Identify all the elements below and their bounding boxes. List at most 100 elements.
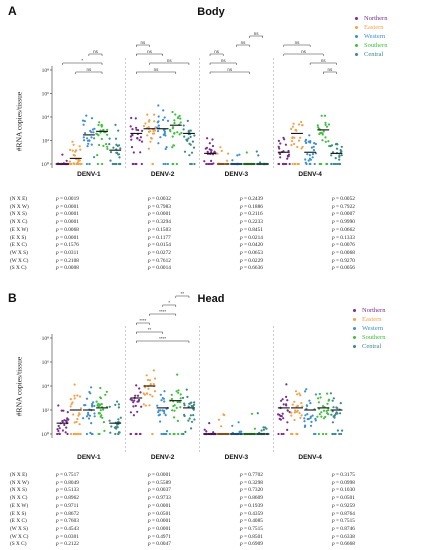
data-point — [175, 406, 178, 409]
data-point — [90, 143, 93, 146]
pvalue-row: (E X C) p = 0.7603 p = 0.0001 p = 0.4085 p =… — [10, 518, 422, 526]
data-point — [155, 126, 159, 129]
data-point — [162, 397, 165, 400]
data-point — [116, 144, 119, 147]
data-point — [164, 147, 167, 151]
data-point — [279, 414, 282, 418]
data-point — [118, 162, 122, 166]
data-point — [132, 401, 135, 404]
data-point — [89, 431, 92, 434]
data-point — [58, 432, 61, 436]
data-point — [193, 418, 196, 421]
data-point — [176, 400, 179, 404]
data-point — [68, 160, 71, 163]
data-point — [206, 137, 209, 140]
data-point — [114, 137, 118, 140]
comparison-label: (W X C) — [10, 533, 29, 540]
legend-marker-icon — [355, 53, 358, 56]
data-point — [159, 420, 162, 423]
significance-label: ns — [295, 40, 301, 45]
data-point — [79, 148, 82, 151]
data-point — [163, 390, 166, 393]
y-tick-label: 10⁰ — [41, 161, 50, 168]
data-point — [305, 388, 308, 391]
legend-item: Northern — [355, 14, 387, 23]
data-point — [331, 399, 334, 402]
pvalue-cell: p = 0.0056 — [332, 265, 355, 272]
pvalue-cell: p = 0.0001 — [148, 502, 171, 509]
significance-bracket — [175, 295, 190, 298]
group-label: DENV-3 — [225, 454, 249, 461]
pvalue-cell: p = 0.0311 — [56, 249, 79, 256]
data-point — [135, 126, 138, 129]
data-point — [86, 145, 89, 148]
significance-bracket — [149, 313, 177, 316]
data-point — [192, 146, 196, 149]
data-point — [219, 146, 222, 149]
data-point — [291, 432, 294, 436]
pvalue-cell: p = 0.7320 — [240, 487, 263, 494]
data-point — [163, 130, 166, 133]
data-point — [157, 124, 160, 127]
data-point — [108, 419, 111, 422]
data-point — [156, 404, 159, 407]
pvalue-row: (N X S) p = 0.5133 p = 0.0037 p = 0.7320 p =… — [10, 487, 422, 495]
legend-marker-icon — [355, 17, 358, 20]
significance-label: ns — [301, 49, 307, 54]
data-point — [287, 149, 290, 153]
significance-bracket — [209, 62, 237, 65]
data-point — [281, 398, 284, 401]
comparison-label: (N X E) — [10, 472, 28, 478]
data-point — [297, 139, 301, 142]
data-point — [186, 119, 189, 122]
data-point — [334, 412, 337, 415]
data-point — [116, 426, 119, 429]
data-point — [286, 157, 289, 160]
data-point — [322, 130, 325, 133]
data-point — [71, 140, 74, 143]
data-point — [175, 390, 178, 393]
data-point — [338, 154, 341, 157]
significance-label: ns — [154, 67, 160, 72]
data-point — [58, 427, 61, 430]
comparison-label: (S X C) — [10, 265, 27, 272]
data-point — [162, 432, 165, 436]
legend-marker-icon — [353, 309, 356, 312]
pvalue-cell: p = 0.0019 — [56, 196, 79, 202]
data-point — [132, 405, 135, 408]
data-point — [327, 140, 330, 143]
data-point — [188, 417, 191, 420]
data-point — [192, 414, 195, 417]
comparison-label: (E X C) — [10, 242, 27, 249]
data-point — [183, 150, 187, 153]
panel-b-head: B Head #RNA copies/tissue 10⁰ 10² 10⁴ 10⁶ 10… — [0, 276, 422, 550]
data-point — [303, 417, 306, 420]
data-point — [69, 405, 72, 408]
data-point — [308, 157, 311, 160]
data-point — [117, 420, 120, 423]
pvalue-cell: p = 0.0076 — [332, 242, 355, 249]
group-label: DENV-2 — [151, 171, 175, 178]
data-point — [210, 149, 213, 152]
data-point — [129, 411, 132, 414]
pvalue-cell: p = 0.7517 — [56, 472, 79, 478]
data-point — [173, 409, 176, 412]
data-point — [106, 128, 109, 131]
data-point — [119, 147, 122, 150]
pvalue-cell: p = 0.8746 — [332, 525, 355, 532]
data-point — [304, 158, 307, 161]
data-point — [138, 139, 141, 142]
data-point — [193, 162, 196, 166]
data-point — [208, 422, 211, 425]
data-point — [211, 144, 215, 148]
data-point — [188, 402, 191, 405]
pvalue-cell: p = 0.6636 — [240, 265, 263, 272]
data-point — [105, 143, 108, 146]
data-point — [317, 126, 320, 129]
data-point — [245, 151, 248, 154]
significance-bracket — [209, 53, 224, 56]
pvalue-cell: p = 0.8962 — [56, 495, 79, 502]
data-point — [129, 432, 133, 436]
data-point — [290, 411, 293, 414]
data-point — [340, 145, 343, 148]
